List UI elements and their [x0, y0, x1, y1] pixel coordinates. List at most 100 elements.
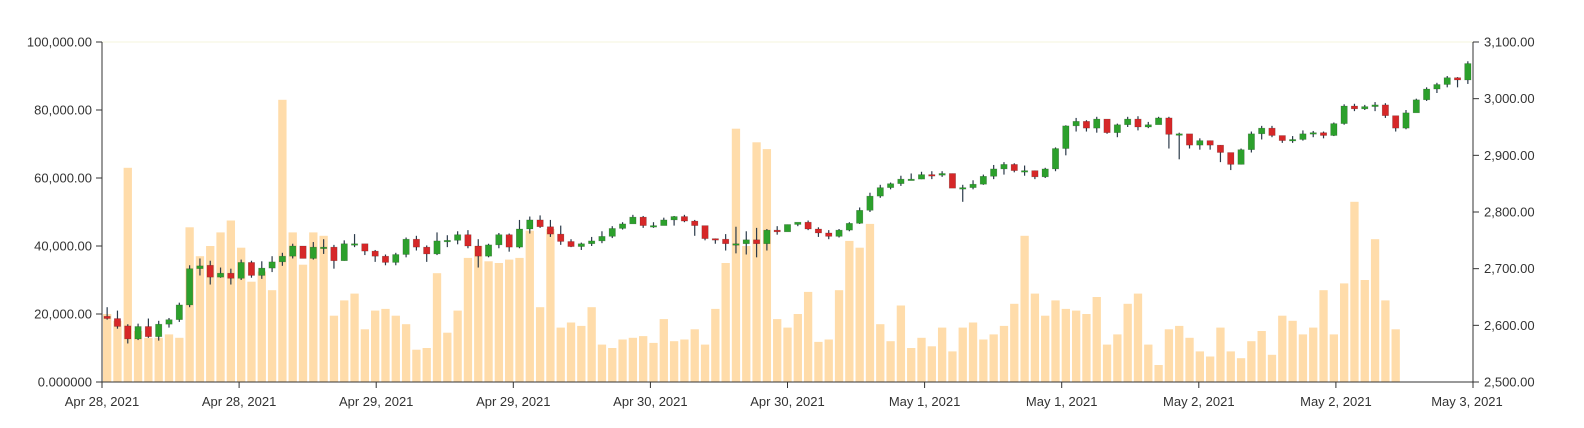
candle: [588, 236, 596, 246]
candle-body-down: [227, 272, 235, 279]
candle: [907, 173, 915, 181]
candle: [680, 214, 688, 223]
x-axis-tick-label: May 2, 2021: [1300, 394, 1372, 409]
x-axis-tick-label: Apr 28, 2021: [65, 394, 139, 409]
volume-bar: [1164, 329, 1174, 382]
candle: [928, 171, 936, 180]
candle: [649, 222, 657, 228]
volume-bar: [721, 263, 730, 382]
volume-bar: [845, 240, 854, 382]
volume-bar: [865, 223, 875, 382]
candle: [505, 233, 513, 252]
candle-body-up: [1113, 124, 1121, 133]
candle: [1062, 125, 1070, 156]
volume-bar: [886, 341, 895, 382]
left-axis-tick-label: 100,000.00: [27, 35, 92, 50]
candle-body-down: [113, 318, 121, 327]
candle: [990, 164, 998, 180]
volume-bar: [443, 332, 452, 382]
volume-bar: [1185, 337, 1194, 382]
candle: [1093, 116, 1101, 133]
volume-bar: [329, 315, 339, 382]
candle: [866, 192, 874, 212]
candle: [1350, 103, 1358, 112]
candle-body-down: [1186, 133, 1194, 146]
candle: [1196, 138, 1204, 150]
candle: [340, 240, 348, 262]
candle: [1371, 102, 1379, 112]
candle: [351, 234, 359, 248]
volume-bar: [587, 307, 596, 382]
volume-bar: [927, 346, 936, 382]
right-axis-tick-label: 3,100.00: [1484, 35, 1535, 50]
candle: [1247, 131, 1255, 153]
candle-body-up: [165, 319, 173, 325]
volume-bar: [267, 290, 277, 382]
volume-bar: [680, 339, 689, 382]
candle: [1423, 87, 1431, 101]
candle-body-down: [1216, 144, 1224, 153]
volume-bar: [1113, 334, 1122, 382]
candle: [165, 317, 173, 328]
volume-bar: [793, 314, 802, 382]
candle: [330, 244, 338, 269]
volume-bar: [1370, 239, 1380, 382]
candle-body-up: [1093, 118, 1101, 129]
volume-bar: [288, 232, 297, 382]
volume-bar: [494, 263, 504, 382]
candle-body-up: [1371, 104, 1379, 107]
candle: [443, 235, 451, 248]
candle-body-down: [124, 325, 132, 340]
volume-bar: [700, 344, 710, 382]
candle: [1206, 140, 1214, 150]
candle: [454, 231, 462, 245]
volume-bar: [1102, 344, 1112, 382]
candle-body-down: [247, 262, 255, 276]
candle: [144, 318, 152, 338]
candle: [959, 184, 967, 202]
candle-body-down: [814, 228, 822, 234]
candle-body-up: [1402, 112, 1410, 129]
candle-body-down: [948, 173, 956, 189]
candle: [1052, 147, 1060, 172]
volume-bar: [226, 220, 236, 382]
candle-body-down: [536, 219, 544, 228]
candle-body-down: [680, 216, 688, 222]
candle-body-down: [330, 246, 338, 262]
candle: [227, 268, 235, 285]
candle: [1021, 165, 1029, 176]
volume-bar: [309, 232, 318, 382]
volume-bar: [824, 339, 833, 382]
candle: [381, 254, 389, 266]
candle: [1381, 103, 1389, 118]
volume-bar: [1216, 327, 1225, 382]
volume-bar: [649, 342, 658, 382]
candle: [433, 232, 441, 256]
volume-bar: [958, 327, 967, 382]
candle: [887, 182, 895, 190]
volume-bar: [855, 247, 864, 382]
volume-bar: [1071, 310, 1081, 382]
candle-body-up: [1433, 84, 1441, 90]
candle-body-up: [979, 176, 987, 185]
candle-body-up: [515, 228, 523, 248]
candle: [732, 226, 740, 254]
volume-bar: [206, 246, 215, 382]
candle: [1010, 163, 1018, 173]
candle: [1299, 130, 1307, 141]
volume-bar: [566, 322, 576, 382]
candle: [804, 220, 812, 231]
candle-body-up: [1155, 117, 1163, 126]
volume-bar: [896, 305, 906, 382]
candle-body-up: [175, 304, 183, 320]
candle: [485, 243, 493, 258]
volume-bar: [1288, 320, 1297, 382]
candle-body-up: [918, 174, 925, 180]
right-axis-tick-label: 2,600.00: [1484, 318, 1535, 333]
x-axis-tick-label: Apr 29, 2021: [339, 394, 413, 409]
volume-bar: [999, 325, 1009, 382]
candle: [722, 234, 730, 251]
candle-body-up: [588, 240, 596, 245]
candle-body-up: [907, 178, 915, 181]
candle-body-down: [825, 232, 833, 237]
